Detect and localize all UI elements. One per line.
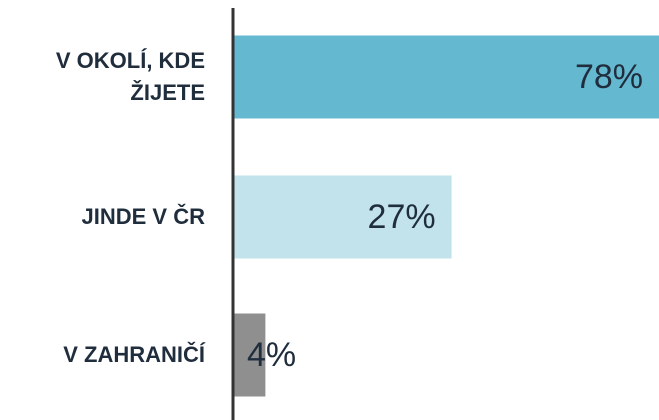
- category-label: V ZAHRANIČÍ: [63, 342, 205, 367]
- bar: [233, 35, 659, 119]
- category-label: V OKOLÍ, KDE ŽIJETE: [55, 48, 205, 105]
- bar: [233, 313, 266, 397]
- value-label: 4%: [247, 336, 296, 374]
- category-label: JINDE V ČR: [81, 204, 205, 229]
- bar: [233, 175, 452, 259]
- value-label: 78%: [575, 58, 643, 96]
- value-label: 27%: [368, 198, 436, 236]
